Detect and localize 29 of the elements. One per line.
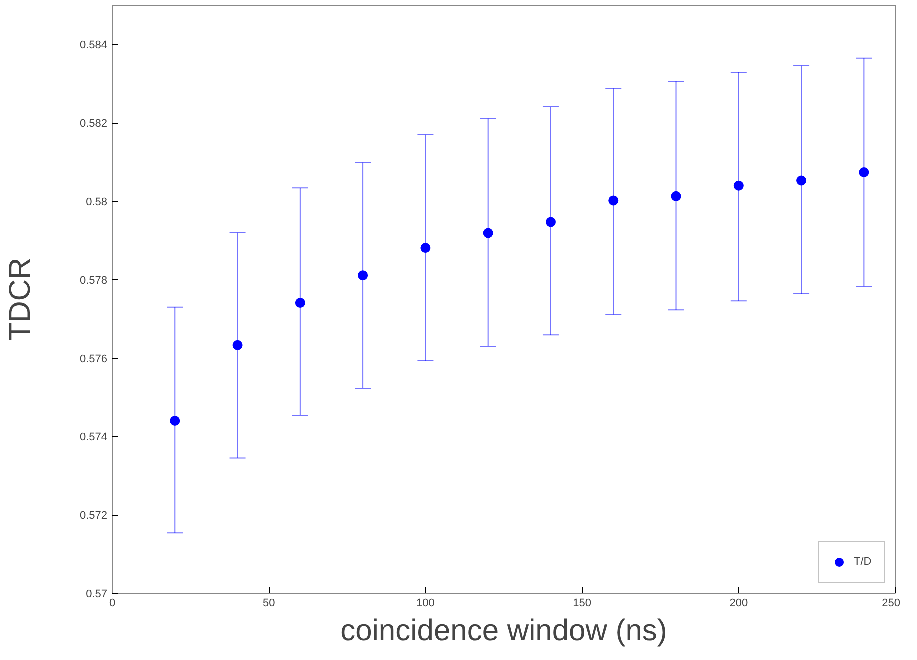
point: [671, 191, 682, 202]
point: [358, 270, 368, 281]
point: [295, 298, 306, 308]
legend-label: T/D: [854, 556, 873, 568]
point: [546, 217, 556, 228]
x-tick-label: 50: [262, 598, 276, 610]
x-tick-label: 150: [573, 598, 592, 610]
point: [420, 243, 431, 254]
y-tick-label: 0.58: [86, 196, 108, 208]
x-axis-title: coincidence window (ns): [340, 614, 668, 648]
y-tick-label: 0.576: [80, 353, 108, 366]
y-tick-label: 0.578: [80, 274, 108, 287]
x-tick-label: 200: [730, 598, 748, 610]
point: [483, 228, 494, 238]
y-tick-label: 0.574: [80, 432, 108, 444]
point: [734, 180, 744, 191]
y-tick-label: 0.582: [80, 118, 108, 130]
point: [232, 340, 243, 350]
y-tick-label: 0.57: [86, 588, 108, 600]
point: [859, 168, 870, 178]
x-tick-label: 0: [109, 598, 116, 610]
y-axis-title: TDCR: [4, 258, 37, 342]
y-tick-label: 0.584: [80, 40, 108, 52]
x-tick-label: 100: [416, 598, 435, 610]
x-tick-label: 250: [882, 598, 901, 610]
y-tick-label: 0.572: [80, 510, 108, 522]
point: [796, 176, 807, 186]
point: [608, 196, 619, 206]
point: [170, 416, 180, 426]
